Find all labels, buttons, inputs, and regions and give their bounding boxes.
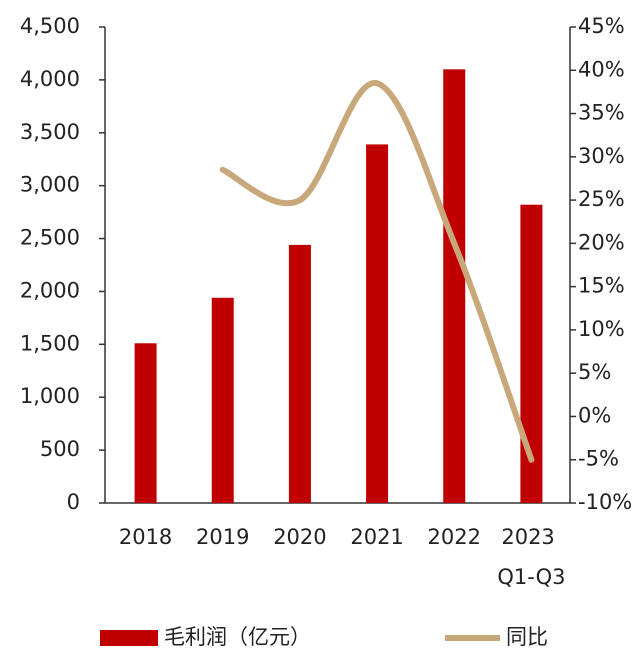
tick-label: 4,500: [20, 14, 80, 38]
bar: [134, 343, 157, 503]
bar: [288, 244, 311, 503]
tick-label: 25%: [578, 187, 625, 211]
x-tick-label: 2022: [428, 525, 481, 549]
bar: [520, 204, 543, 503]
tick-label: 500: [40, 437, 80, 461]
tick-label: 3,000: [20, 173, 80, 197]
tick-label: 30%: [578, 144, 625, 168]
x-tick-label: 2023 Q1-Q3: [497, 525, 565, 589]
tick-label: 15%: [578, 274, 625, 298]
tick-label: 1,000: [20, 384, 80, 408]
legend-swatch-bar: [100, 630, 158, 646]
x-tick-label: 2021: [350, 525, 403, 549]
tick-label: -10%: [578, 490, 632, 514]
bar: [211, 297, 234, 503]
tick-label: 4,000: [20, 67, 80, 91]
x-tick-label: 2018: [119, 525, 172, 549]
x-tick-label: 2019: [196, 525, 249, 549]
bar: [366, 144, 389, 503]
tick-label: 1,500: [20, 331, 80, 355]
tick-label: 35%: [578, 101, 625, 125]
tick-label: 40%: [578, 57, 625, 81]
tick-label: 10%: [578, 317, 625, 341]
legend-label: 毛利润（亿元）: [164, 625, 311, 649]
line: [219, 80, 535, 463]
tick-label: 5%: [578, 360, 611, 384]
tick-label: -5%: [578, 447, 619, 471]
tick-label: 3,500: [20, 120, 80, 144]
tick-label: 0%: [578, 403, 611, 427]
tick-label: 0: [67, 490, 80, 514]
tick-label: 2,500: [20, 226, 80, 250]
legend-label: 同比: [506, 625, 548, 649]
tick-label: 20%: [578, 230, 625, 254]
tick-label: 45%: [578, 14, 625, 38]
bar: [443, 69, 466, 504]
tick-label: 2,000: [20, 278, 80, 302]
x-tick-label: 2020: [273, 525, 326, 549]
